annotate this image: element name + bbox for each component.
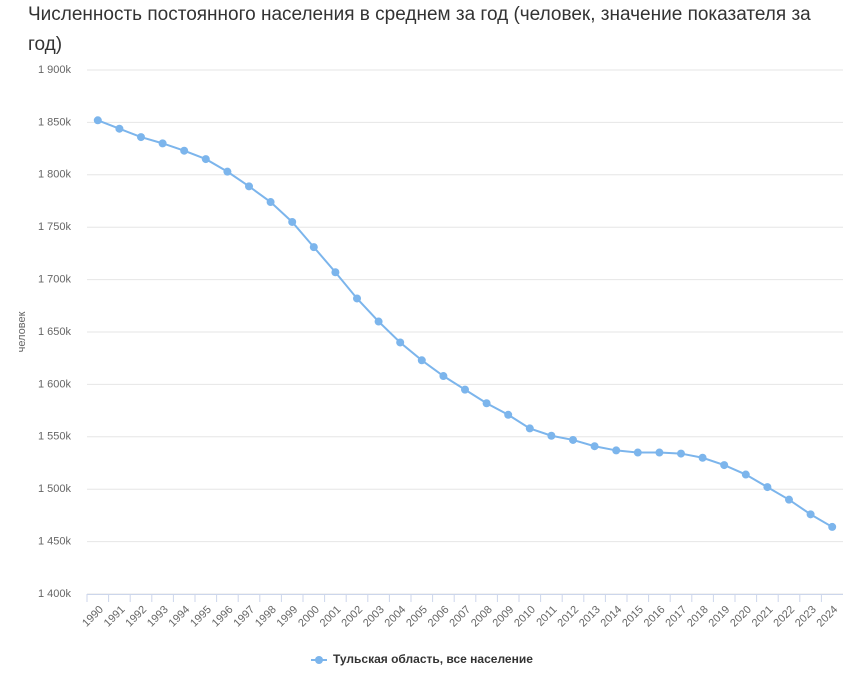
x-tick-label: 2001 bbox=[318, 604, 344, 630]
point bbox=[309, 243, 318, 252]
y-tick-label: 1 450k bbox=[38, 536, 72, 548]
x-tick-label: 1995 bbox=[188, 604, 214, 630]
x-tick-label: 1990 bbox=[80, 604, 106, 630]
point bbox=[245, 182, 253, 191]
x-tick-label: 2019 bbox=[707, 604, 733, 630]
point bbox=[331, 268, 340, 277]
point bbox=[180, 146, 189, 155]
point bbox=[569, 435, 577, 444]
point bbox=[374, 317, 383, 326]
x-tick-label: 2011 bbox=[534, 604, 559, 629]
point bbox=[655, 448, 664, 457]
y-tick-label: 1 900k bbox=[38, 64, 72, 76]
x-tick-label: 1999 bbox=[275, 604, 301, 630]
x-tick-label: 2015 bbox=[620, 604, 646, 630]
point bbox=[785, 495, 793, 504]
point bbox=[137, 133, 145, 142]
point bbox=[677, 449, 685, 458]
point bbox=[461, 385, 469, 394]
x-tick-label: 1993 bbox=[145, 604, 171, 630]
y-tick-label: 1 650k bbox=[38, 326, 72, 338]
y-tick-label: 1 400k bbox=[38, 588, 72, 600]
x-tick-label: 2024 bbox=[815, 604, 841, 630]
x-tick-label: 2021 bbox=[750, 604, 776, 630]
x-tick-label: 2013 bbox=[577, 604, 603, 630]
chart-title: Численность постоянного населения в сред… bbox=[28, 4, 811, 55]
x-tick-label: 2005 bbox=[404, 604, 430, 630]
y-tick-label: 1 600k bbox=[38, 378, 72, 390]
point bbox=[633, 448, 642, 457]
x-tick-label: 2006 bbox=[426, 604, 452, 630]
y-tick-label: 1 550k bbox=[38, 431, 72, 443]
point bbox=[93, 116, 102, 125]
y-tick-label: 1 850k bbox=[38, 116, 72, 128]
point bbox=[201, 155, 210, 164]
x-tick-label: 2004 bbox=[383, 604, 409, 630]
x-tick-label: 2010 bbox=[512, 604, 538, 630]
point bbox=[266, 198, 275, 207]
x-tick-label: 2012 bbox=[555, 604, 581, 630]
y-tick-label: 1 800k bbox=[38, 169, 72, 181]
point bbox=[590, 442, 599, 451]
point bbox=[288, 217, 297, 226]
x-tick-label: 2009 bbox=[491, 604, 517, 630]
y-tick-label: 1 500k bbox=[38, 483, 72, 495]
point bbox=[612, 446, 621, 455]
x-tick-label: 2003 bbox=[361, 604, 387, 630]
x-tick-label: 2017 bbox=[663, 604, 689, 630]
point bbox=[396, 338, 405, 347]
point bbox=[158, 139, 167, 148]
x-tick-label: 1996 bbox=[210, 604, 236, 630]
point bbox=[547, 431, 556, 440]
x-tick-label: 2016 bbox=[642, 604, 668, 630]
point bbox=[417, 356, 426, 365]
y-tick-label: 1 700k bbox=[38, 274, 72, 286]
x-tick-label: 2014 bbox=[599, 604, 625, 630]
point bbox=[698, 453, 707, 462]
y-tick-label: 1 750k bbox=[38, 221, 72, 233]
x-tick-label: 1991 bbox=[102, 604, 128, 630]
x-tick-label: 2020 bbox=[728, 604, 754, 630]
point bbox=[353, 294, 361, 303]
x-tick-label: 1992 bbox=[123, 604, 149, 630]
y-axis-label: человек bbox=[16, 311, 28, 352]
legend-label: Тульская область, все население bbox=[333, 652, 533, 666]
point bbox=[223, 167, 232, 176]
point bbox=[806, 510, 815, 519]
point bbox=[504, 410, 513, 419]
x-tick-label: 2007 bbox=[447, 604, 473, 630]
point bbox=[763, 483, 772, 492]
x-tick-label: 1994 bbox=[167, 604, 193, 630]
x-tick-label: 1997 bbox=[231, 604, 257, 630]
point bbox=[439, 372, 448, 381]
point bbox=[482, 399, 491, 408]
point bbox=[828, 522, 837, 531]
x-tick-label: 2002 bbox=[339, 604, 365, 630]
x-tick-label: 2022 bbox=[771, 604, 797, 630]
x-tick-label: 1998 bbox=[253, 604, 279, 630]
x-tick-label: 2000 bbox=[296, 604, 322, 630]
point bbox=[115, 124, 124, 133]
point bbox=[741, 470, 750, 479]
point bbox=[720, 461, 729, 470]
point bbox=[525, 424, 534, 433]
x-tick-label: 2023 bbox=[793, 604, 819, 630]
x-tick-label: 2018 bbox=[685, 604, 711, 630]
x-tick-label: 2008 bbox=[469, 604, 495, 630]
